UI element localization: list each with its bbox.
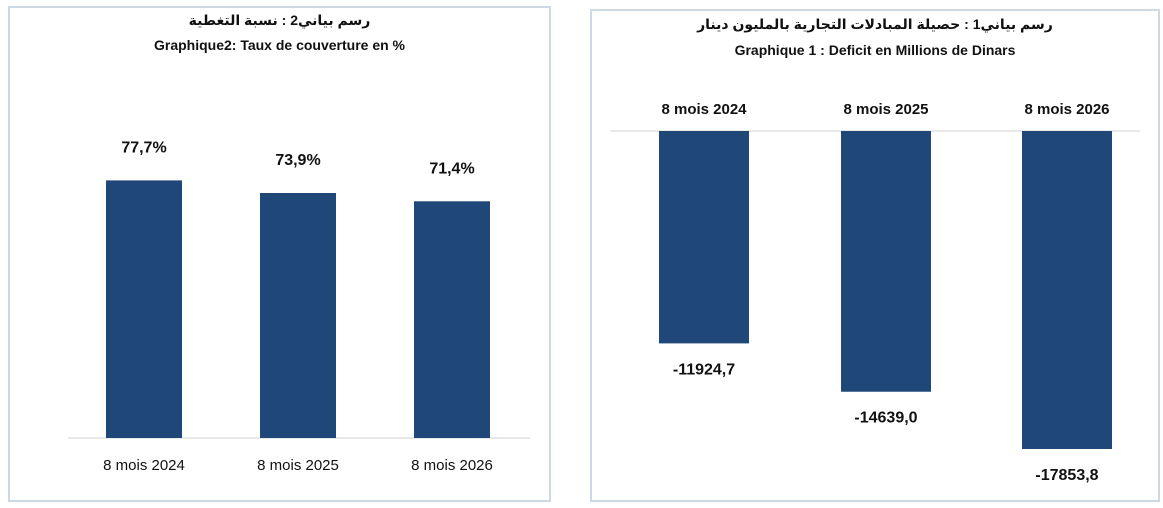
data-label: 73,9% (275, 152, 320, 169)
data-label: -11924,7 (673, 361, 735, 378)
data-label: -17853,8 (1035, 467, 1098, 484)
x-tick-label: 8 mois 2024 (661, 101, 747, 118)
x-tick-label: 8 mois 2026 (411, 457, 493, 474)
chart-panel-deficit: رسم بياني1 : حصيلة المبادلات التجارية با… (590, 9, 1160, 502)
bar (1022, 131, 1112, 449)
x-tick-label: 8 mois 2025 (257, 457, 339, 474)
bar (106, 180, 182, 438)
data-label: 71,4% (429, 160, 474, 177)
bar (414, 201, 490, 438)
bar (841, 131, 931, 392)
chart-title-ar: رسم بياني2 : نسبة التغطية (188, 12, 371, 28)
chart-plot-coverage: 77,7% 8 mois 2024 73,9% 8 mois 2025 71,4% 8 m… (68, 139, 530, 474)
bar (659, 131, 749, 344)
bar (260, 192, 336, 438)
x-tick-label: 8 mois 2025 (843, 101, 928, 118)
x-tick-label: 8 mois 2026 (1024, 101, 1109, 118)
chart-title: Graphique 1 : Deficit en Millions de Din… (734, 42, 1016, 58)
data-label: -14639,0 (854, 410, 917, 427)
chart-title-ar: رسم بياني1 : حصيلة المبادلات التجارية با… (697, 16, 1053, 32)
chart-plot-deficit: -11924,7 8 mois 2024 -14639,0 8 mois 2025 -1… (610, 101, 1140, 484)
x-tick-label: 8 mois 2024 (103, 457, 185, 474)
chart-panel-coverage: رسم بياني2 : نسبة التغطية Graphique2: Ta… (8, 6, 551, 502)
data-label: 77,7% (121, 139, 166, 156)
chart-title: Graphique2: Taux de couverture en % (153, 37, 406, 53)
